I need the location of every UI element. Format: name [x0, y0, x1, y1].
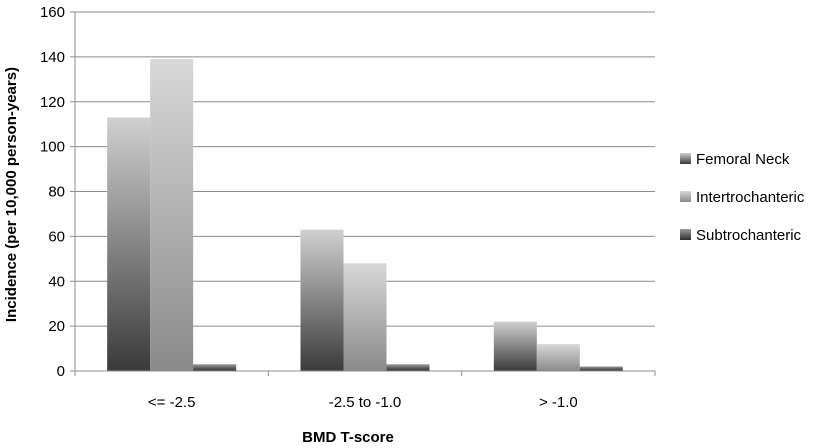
x-axis-title: BMD T-score	[302, 429, 394, 446]
bar-intertrochanteric	[343, 263, 387, 371]
bar-intertrochanteric	[536, 344, 580, 371]
bar-subtrochanteric	[386, 364, 430, 371]
y-tick-labels: 0 20 40 60 80 100 120 140 160	[40, 4, 65, 380]
bar-subtrochanteric	[193, 364, 237, 371]
axes	[74, 12, 656, 376]
legend-label: Subtrochanteric	[696, 227, 802, 244]
y-tick-label: 120	[40, 94, 65, 111]
y-tick-label: 80	[48, 184, 65, 201]
legend: Femoral Neck Intertrochanteric Subtrochant…	[680, 151, 805, 244]
bar-femoral-neck	[493, 321, 537, 371]
bar-femoral-neck	[300, 229, 344, 371]
y-tick-label: 60	[48, 228, 65, 245]
bar-intertrochanteric	[150, 59, 194, 372]
legend-label: Femoral Neck	[696, 151, 790, 168]
bars	[107, 59, 623, 372]
x-tick-label: -2.5 to -1.0	[329, 394, 402, 411]
y-axis-title: Incidence (per 10,000 person-years)	[3, 67, 20, 322]
y-tick-label: 0	[57, 363, 65, 380]
y-tick-label: 20	[48, 318, 65, 335]
legend-swatch	[680, 229, 691, 240]
y-tick-label: 40	[48, 273, 65, 290]
legend-label: Intertrochanteric	[696, 189, 805, 206]
x-tick-labels: <= -2.5 -2.5 to -1.0 > -1.0	[148, 394, 578, 411]
bar-subtrochanteric	[579, 366, 623, 371]
y-tick-label: 160	[40, 4, 65, 21]
x-tick-label: <= -2.5	[148, 394, 196, 411]
y-tick-label: 140	[40, 49, 65, 66]
y-tick-label: 100	[40, 139, 65, 156]
legend-swatch	[680, 153, 691, 164]
bar-femoral-neck	[107, 117, 151, 371]
x-tick-label: > -1.0	[539, 394, 578, 411]
legend-swatch	[680, 191, 691, 202]
